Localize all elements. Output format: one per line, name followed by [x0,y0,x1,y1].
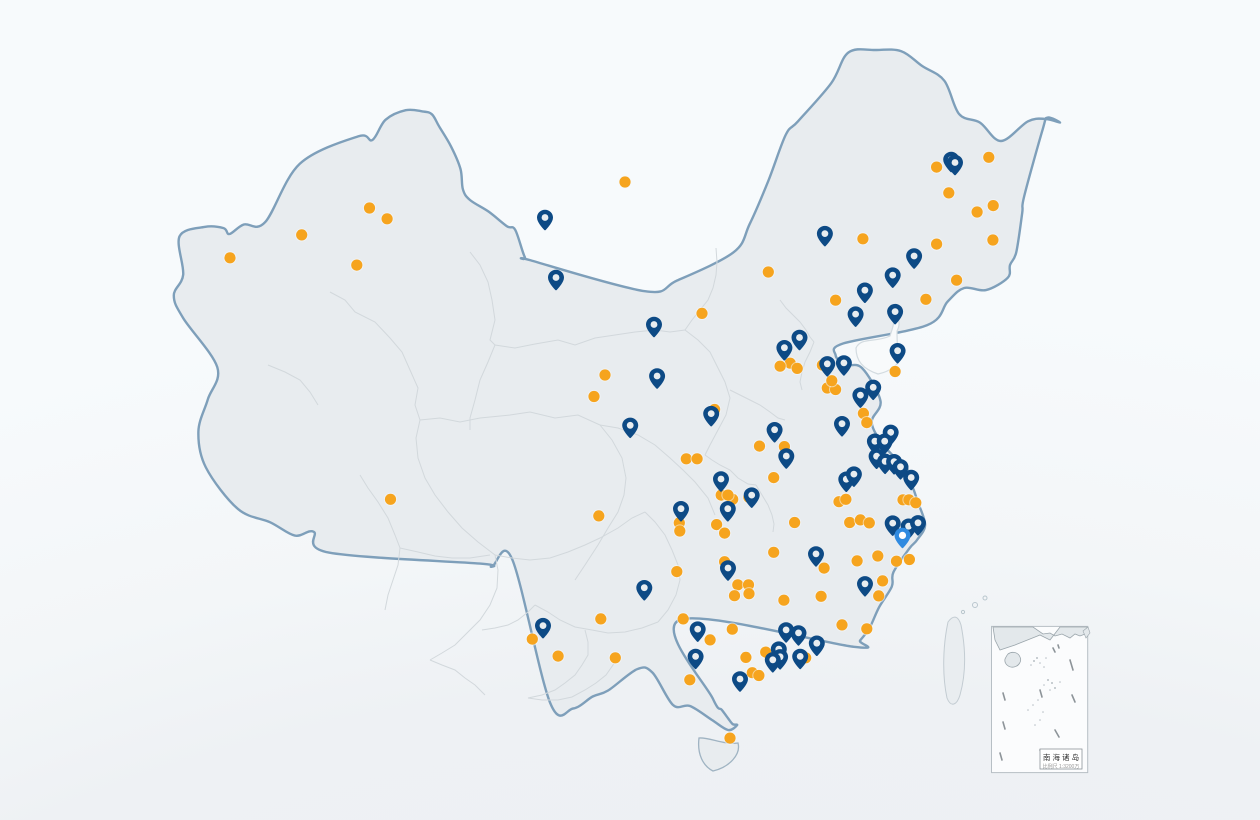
svg-text:南 海 诸 岛: 南 海 诸 岛 [1043,752,1079,762]
svg-text:比例尺 1:3200万: 比例尺 1:3200万 [1043,763,1080,770]
